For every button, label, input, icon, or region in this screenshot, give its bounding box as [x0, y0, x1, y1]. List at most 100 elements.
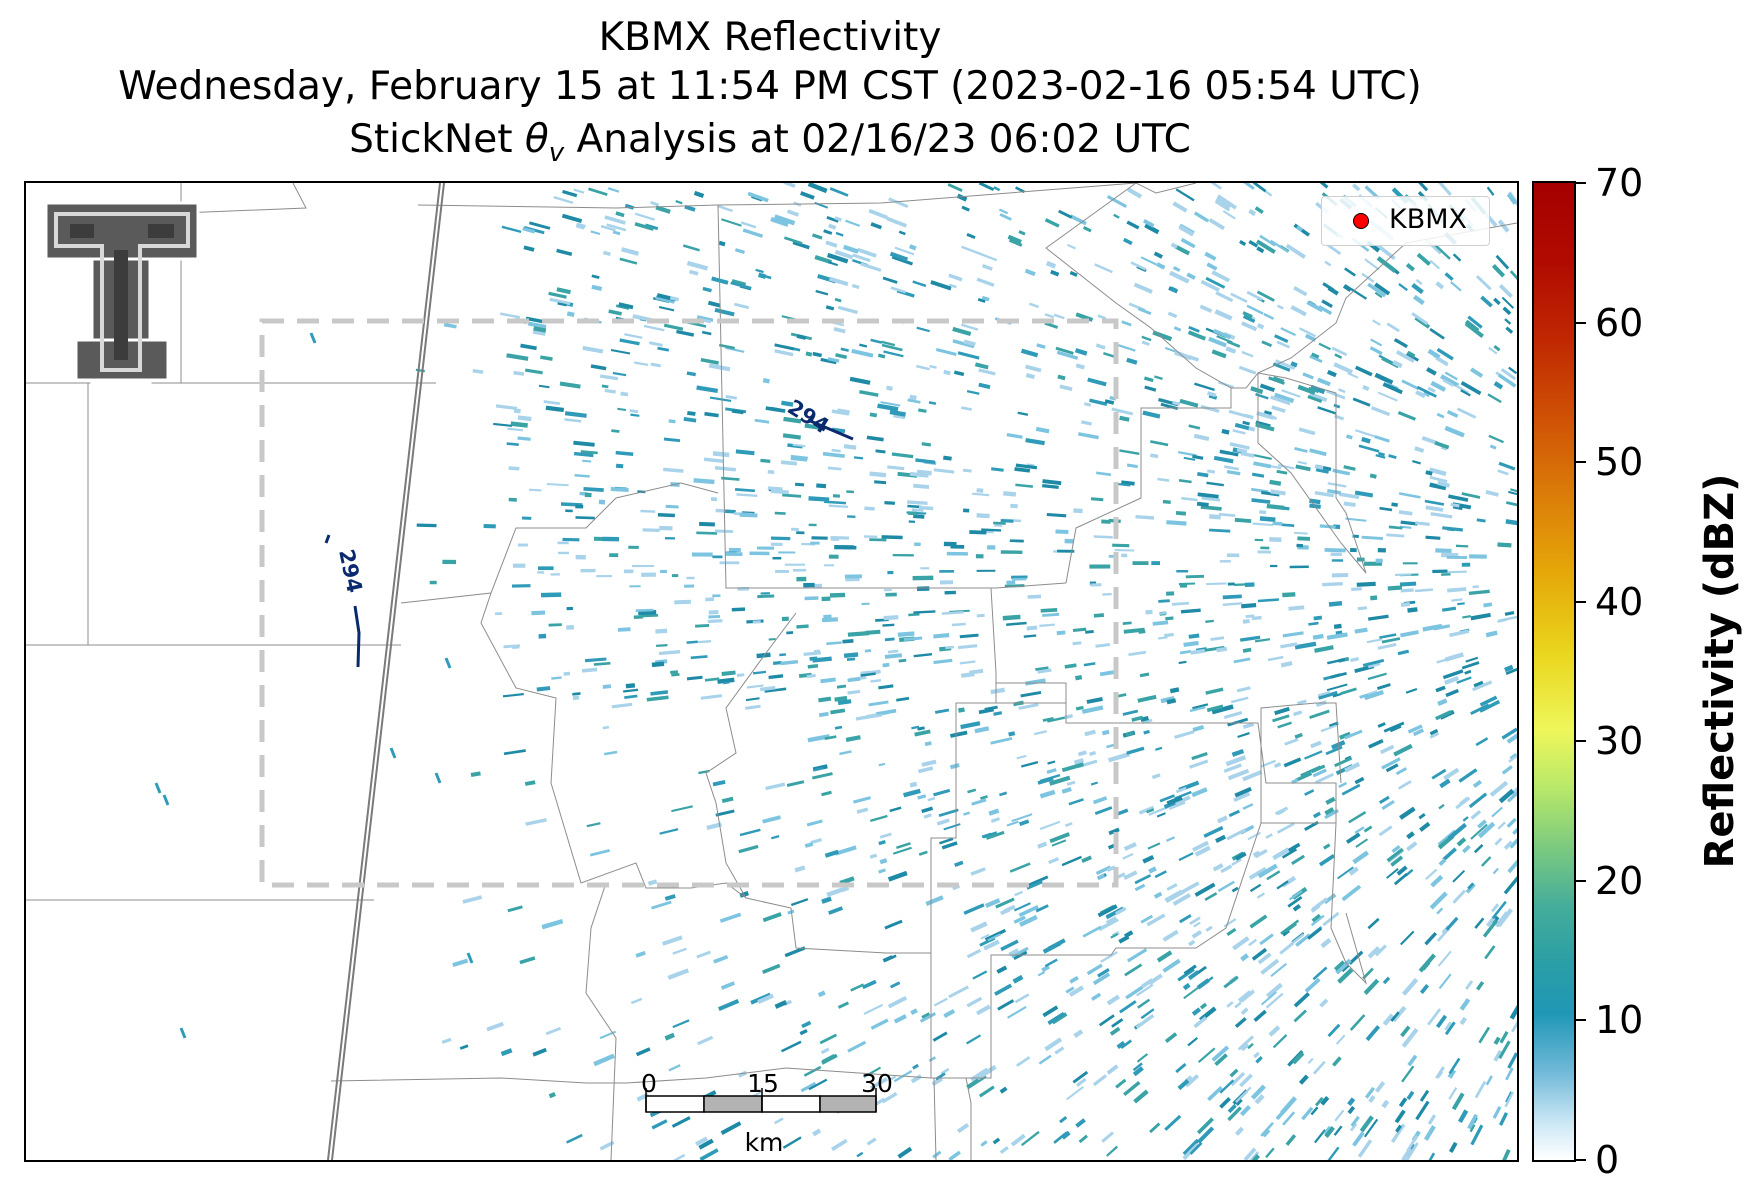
echo-streak [1374, 282, 1391, 296]
echo-streak [655, 295, 675, 304]
echo-streak [540, 592, 562, 598]
echo-streak [725, 509, 736, 514]
echo-streak [787, 909, 795, 915]
echo-streak [1211, 349, 1227, 359]
echo-streak [676, 329, 695, 337]
echo-streak [1189, 916, 1201, 925]
echo-streak [860, 672, 876, 677]
echo-streak [1298, 427, 1316, 436]
echo-streak [470, 771, 481, 777]
echo-streak [1357, 1139, 1373, 1158]
echo-streak [684, 204, 696, 212]
echo-streak [1324, 1126, 1335, 1138]
echo-streak [1448, 1057, 1461, 1075]
echo-streak [1239, 1073, 1253, 1088]
echo-streak [663, 437, 681, 443]
echo-streak [1196, 978, 1210, 990]
echo-streak [910, 1008, 918, 1015]
echo-streak [1155, 746, 1163, 751]
echo-streak [1491, 806, 1503, 818]
echo-streak [803, 1065, 822, 1077]
echo-streak [1259, 383, 1276, 393]
echo-streak [980, 1140, 988, 1147]
echo-streak [1345, 517, 1367, 522]
echo-streak [960, 406, 972, 411]
echo-streak [1189, 705, 1206, 713]
echo-streak [918, 505, 934, 511]
echo-streak [1193, 921, 1201, 928]
echo-streak [671, 673, 680, 677]
echo-streak [1144, 385, 1157, 392]
echo-streak [1508, 490, 1517, 496]
echo-streak [823, 614, 832, 620]
echo-streak [1182, 1138, 1200, 1156]
echo-streak [1222, 594, 1242, 600]
echo-streak [806, 673, 816, 679]
echo-streak [1452, 505, 1463, 511]
echo-streak [1317, 377, 1331, 387]
echo-streak [817, 990, 826, 998]
echo-streak [1158, 636, 1168, 640]
echo-streak [1072, 1070, 1089, 1084]
echo-streak [1375, 1081, 1386, 1093]
echo-streak [672, 1019, 690, 1029]
echo-streak [1437, 829, 1456, 846]
echo-streak [1221, 428, 1230, 435]
echo-streak [1021, 760, 1039, 768]
echo-streak [933, 997, 948, 1007]
echo-streak [1199, 304, 1213, 313]
echo-streak [1460, 380, 1482, 396]
map-panel[interactable]: 294 294 [24, 181, 1519, 1162]
echo-streak [702, 286, 712, 293]
echo-streak [974, 362, 989, 370]
echo-streak [1472, 680, 1493, 692]
echo-streak [1014, 467, 1031, 473]
echo-streak [1211, 270, 1231, 283]
echo-streak [1208, 394, 1218, 400]
echo-streak [1201, 496, 1221, 502]
echo-streak [921, 759, 937, 767]
echo-streak [1457, 602, 1465, 606]
echo-streak [690, 655, 708, 660]
echo-streak [1044, 218, 1060, 228]
analysis-suffix: Analysis at 02/16/23 06:02 UTC [564, 117, 1191, 162]
echo-streak [1421, 435, 1438, 445]
echo-streak [812, 767, 824, 772]
echo-streak [943, 1009, 956, 1018]
echo-streak [572, 695, 580, 701]
echo-streak [1510, 488, 1517, 493]
echo-streak [828, 276, 849, 287]
echo-streak [972, 970, 988, 980]
echo-streak [1351, 587, 1362, 591]
map-canvas[interactable]: 294 294 [26, 183, 1517, 1160]
echo-streak [1092, 796, 1108, 805]
echo-streak [1140, 914, 1154, 924]
echo-streak [590, 230, 601, 236]
echo-streak [538, 384, 550, 389]
echo-streak [1414, 446, 1425, 453]
echo-streak [1334, 1109, 1345, 1122]
echo-streak [1461, 492, 1481, 499]
echo-streak [1435, 281, 1445, 290]
echo-streak [1499, 1031, 1509, 1044]
echo-streak [1188, 424, 1201, 430]
echo-streak [866, 435, 884, 442]
echo-streak [1069, 975, 1079, 984]
echo-streak [1200, 404, 1220, 413]
echo-streak [1011, 813, 1033, 823]
echo-streak [1366, 638, 1383, 644]
echo-streak [1144, 223, 1160, 235]
echo-streak [1309, 709, 1330, 719]
echo-streak [1266, 870, 1281, 881]
echo-streak [1444, 371, 1458, 381]
echo-streak [562, 189, 578, 198]
echo-streak [529, 221, 551, 230]
echo-streak [1095, 343, 1106, 350]
echo-streak [1332, 1056, 1342, 1067]
echo-streak [952, 339, 975, 349]
echo-streak [1428, 467, 1447, 477]
echo-streak [1386, 322, 1400, 333]
echo-streak [1250, 1084, 1266, 1100]
echo-streak [938, 808, 959, 817]
echo-streak [963, 811, 971, 816]
